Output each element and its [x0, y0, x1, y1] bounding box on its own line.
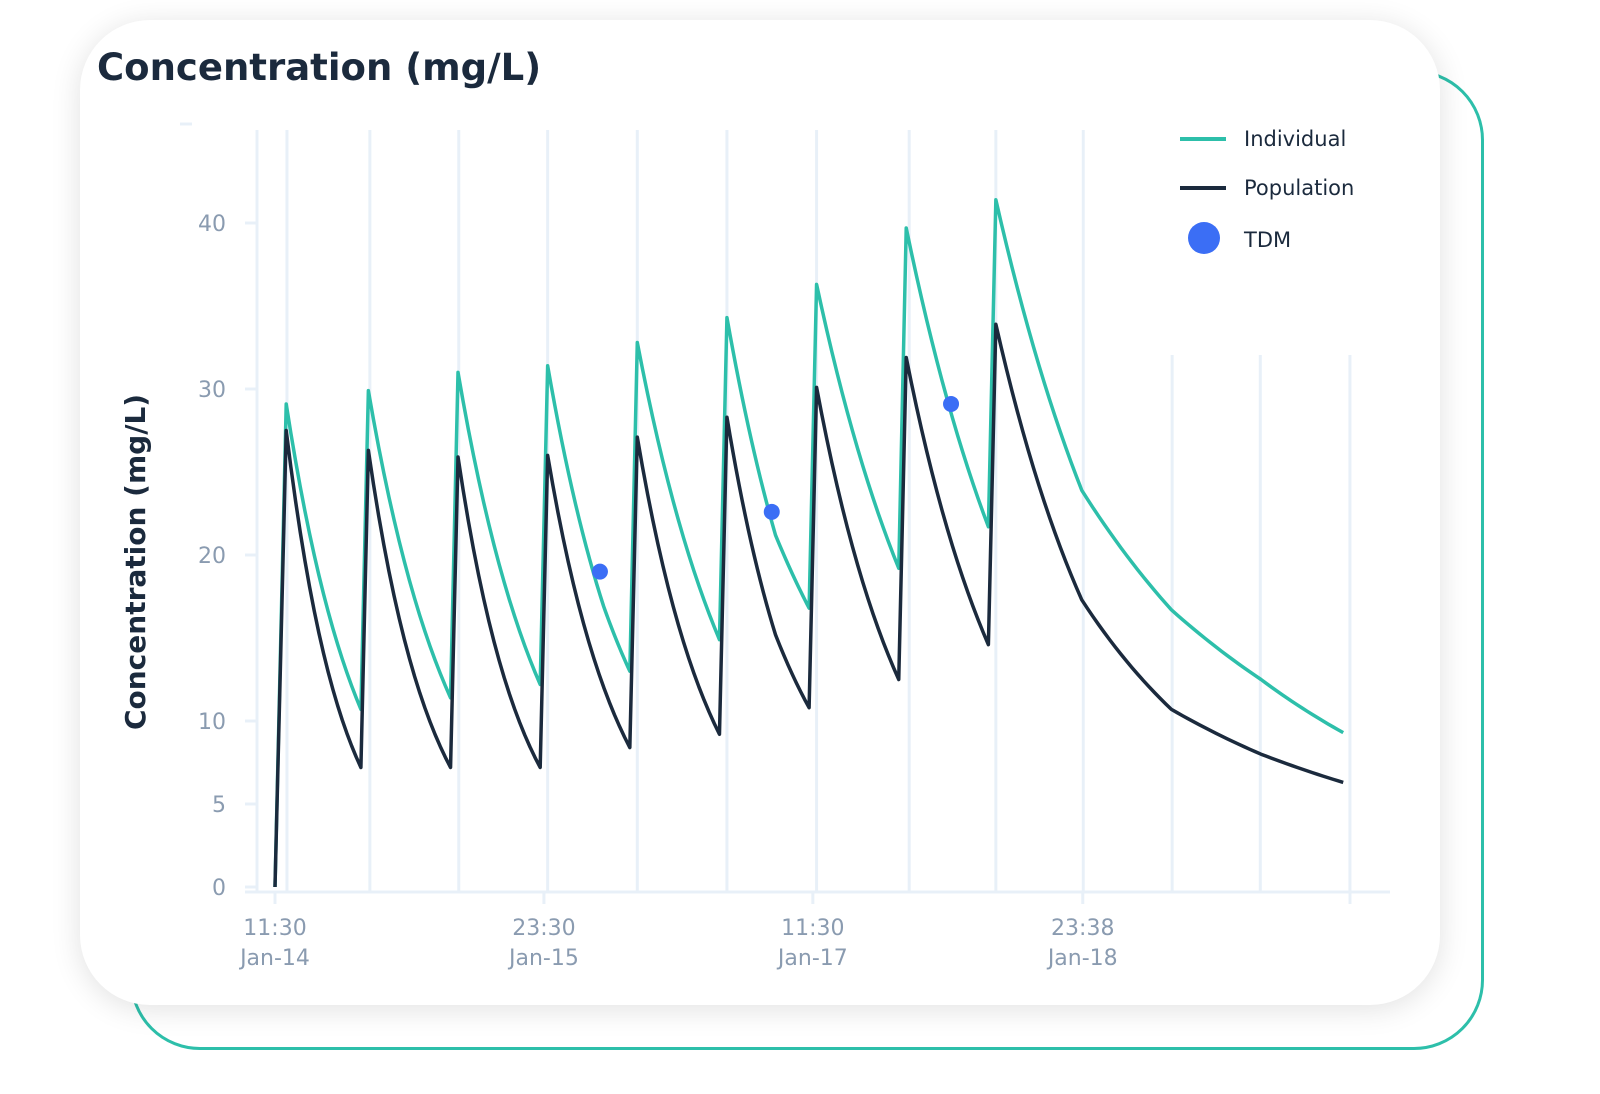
- tdm-point: [763, 503, 780, 520]
- individual-line: [273, 198, 1345, 888]
- legend-label: Individual: [1244, 127, 1346, 151]
- y-axis-label: Concentration (mg/L): [119, 394, 152, 730]
- legend: Individual Population TDM: [1180, 127, 1354, 254]
- population-line: [273, 322, 1344, 888]
- legend-tdm-marker: [1188, 222, 1220, 254]
- legend-label: TDM: [1243, 228, 1291, 252]
- y-tick-label: 40: [198, 212, 226, 237]
- x-tick-label-time: 11:30: [243, 916, 306, 941]
- y-tick-label: 0: [212, 876, 226, 901]
- chart-title: Concentration (mg/L): [97, 46, 542, 89]
- x-tick-label-date: Jan-14: [238, 946, 310, 971]
- y-tick-label: 30: [198, 378, 226, 403]
- y-tick-label: 20: [198, 544, 226, 569]
- legend-label: Population: [1244, 176, 1354, 200]
- tdm-point: [943, 395, 960, 412]
- x-tick-label-date: Jan-17: [776, 946, 848, 971]
- tdm-point: [591, 563, 608, 580]
- x-tick-label-time: 23:30: [512, 916, 575, 941]
- x-tick-label-time: 11:30: [781, 916, 844, 941]
- y-tick-label: 10: [198, 710, 226, 735]
- x-tick-label-time: 23:38: [1051, 916, 1114, 941]
- y-tick-label: 5: [212, 793, 226, 818]
- x-tick-label-date: Jan-15: [507, 946, 579, 971]
- x-tick-label-date: Jan-18: [1046, 946, 1118, 971]
